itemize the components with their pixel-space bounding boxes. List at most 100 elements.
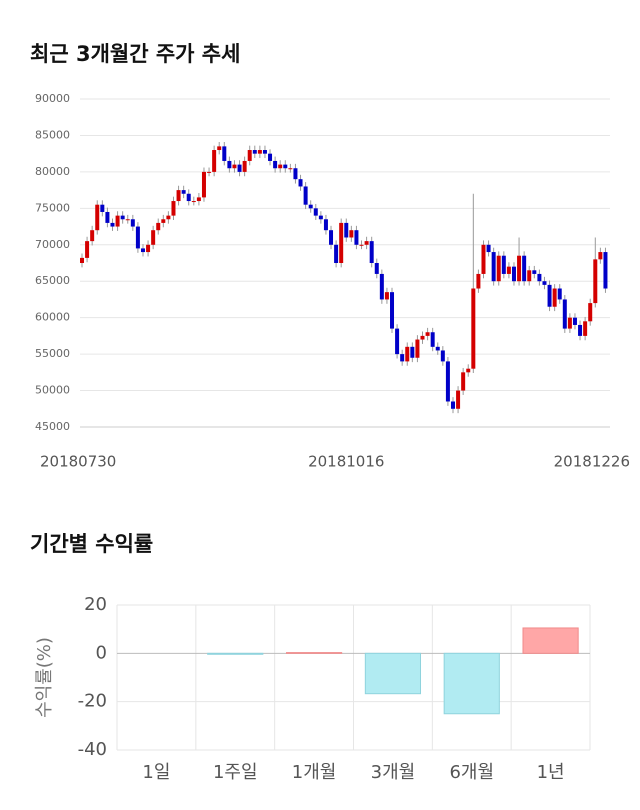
candle-body [491, 252, 496, 282]
candle-body [461, 372, 466, 391]
y-tick-label: 55000 [35, 347, 70, 360]
candle-body [242, 160, 247, 172]
x-tick-label: 1일 [142, 762, 170, 783]
candle-body [588, 303, 593, 322]
candle-body [80, 257, 84, 263]
candle-body [201, 171, 206, 198]
candle-body [125, 219, 130, 221]
candle-body [532, 270, 537, 274]
candle-body [395, 328, 400, 355]
candle-body [349, 230, 354, 238]
y-tick-label: 45000 [35, 420, 70, 433]
bar [285, 652, 343, 654]
candle-body [156, 222, 161, 231]
candle-body [578, 324, 583, 336]
candle-body [283, 164, 288, 169]
candle-body [105, 211, 110, 223]
candle-body [222, 146, 227, 161]
candle-body [435, 346, 440, 351]
candle-body [252, 150, 257, 154]
candle-body [374, 263, 379, 274]
candle-body [273, 160, 278, 169]
candle-body [359, 244, 364, 246]
candle-body [466, 368, 471, 373]
candle-body [384, 292, 389, 300]
candle-body [537, 273, 542, 282]
y-tick-label: 20 [84, 594, 107, 615]
x-tick-label: 1개월 [292, 762, 337, 783]
candle-body [262, 150, 267, 154]
candle-body [120, 215, 125, 220]
candle-body [308, 204, 313, 209]
candle-body [415, 339, 420, 358]
y-tick-label: 75000 [35, 201, 70, 214]
candle-body [339, 222, 344, 263]
candle-body [593, 259, 598, 304]
candle-body [115, 215, 120, 227]
candle-body [227, 160, 232, 169]
y-tick-label: 0 [96, 642, 107, 663]
candle-body [303, 186, 308, 205]
candle-body [547, 284, 552, 307]
candle-body [440, 350, 445, 362]
candle-body [598, 252, 603, 260]
candle-body [100, 204, 105, 212]
x-tick-label: 6개월 [449, 762, 494, 783]
candle-body [85, 241, 90, 258]
candle-body [603, 252, 608, 289]
candle-body [511, 266, 516, 282]
candle-body [583, 321, 588, 336]
candle-body [191, 201, 196, 203]
x-tick-label: 20181016 [308, 453, 384, 471]
candle-body [237, 164, 242, 172]
candle-body [506, 266, 511, 274]
chart-title: 최근 3개월간 주가 추세 [30, 42, 240, 66]
y-tick-label: 65000 [35, 274, 70, 287]
candle-body [176, 190, 181, 202]
candle-body [318, 215, 323, 220]
candle-body [552, 288, 557, 307]
candle-body [481, 244, 486, 274]
candle-body [323, 219, 328, 231]
candle-body [334, 244, 339, 263]
candle-body [542, 281, 547, 285]
candle-body [410, 346, 415, 358]
candle-body [400, 354, 405, 362]
candle-body [146, 244, 151, 253]
candle-body [207, 171, 212, 173]
y-tick-label: 70000 [35, 238, 70, 251]
candle-body [171, 201, 176, 216]
candle-body [450, 401, 455, 409]
candle-body [181, 190, 186, 194]
candle-body [151, 230, 156, 245]
x-tick-label: 1주일 [213, 762, 258, 783]
candle-body [476, 273, 481, 289]
candle-body [288, 168, 293, 170]
candle-body [517, 255, 522, 282]
candle-body [186, 193, 191, 202]
x-tick-label: 3개월 [371, 762, 416, 783]
candle-body [344, 222, 349, 238]
y-tick-label: -20 [78, 691, 107, 712]
y-tick-label: -40 [78, 739, 107, 760]
candle-body [232, 164, 237, 169]
candle-body [135, 226, 140, 249]
candle-body [110, 222, 115, 227]
y-tick-label: 60000 [35, 311, 70, 324]
candle-body [90, 230, 95, 242]
candle-body [313, 208, 318, 216]
x-tick-label: 20181226 [554, 453, 630, 471]
candle-body [405, 346, 410, 362]
x-tick-label: 20180730 [40, 453, 116, 471]
candle-body [486, 244, 491, 253]
candle-body [572, 317, 577, 325]
candle-body [369, 241, 374, 263]
candle-body [445, 361, 450, 402]
candle-body [379, 273, 384, 300]
y-tick-label: 90000 [35, 92, 70, 105]
candle-body [95, 204, 100, 231]
candle-body [471, 288, 476, 369]
candle-body [527, 270, 532, 282]
candle-body [390, 292, 395, 329]
